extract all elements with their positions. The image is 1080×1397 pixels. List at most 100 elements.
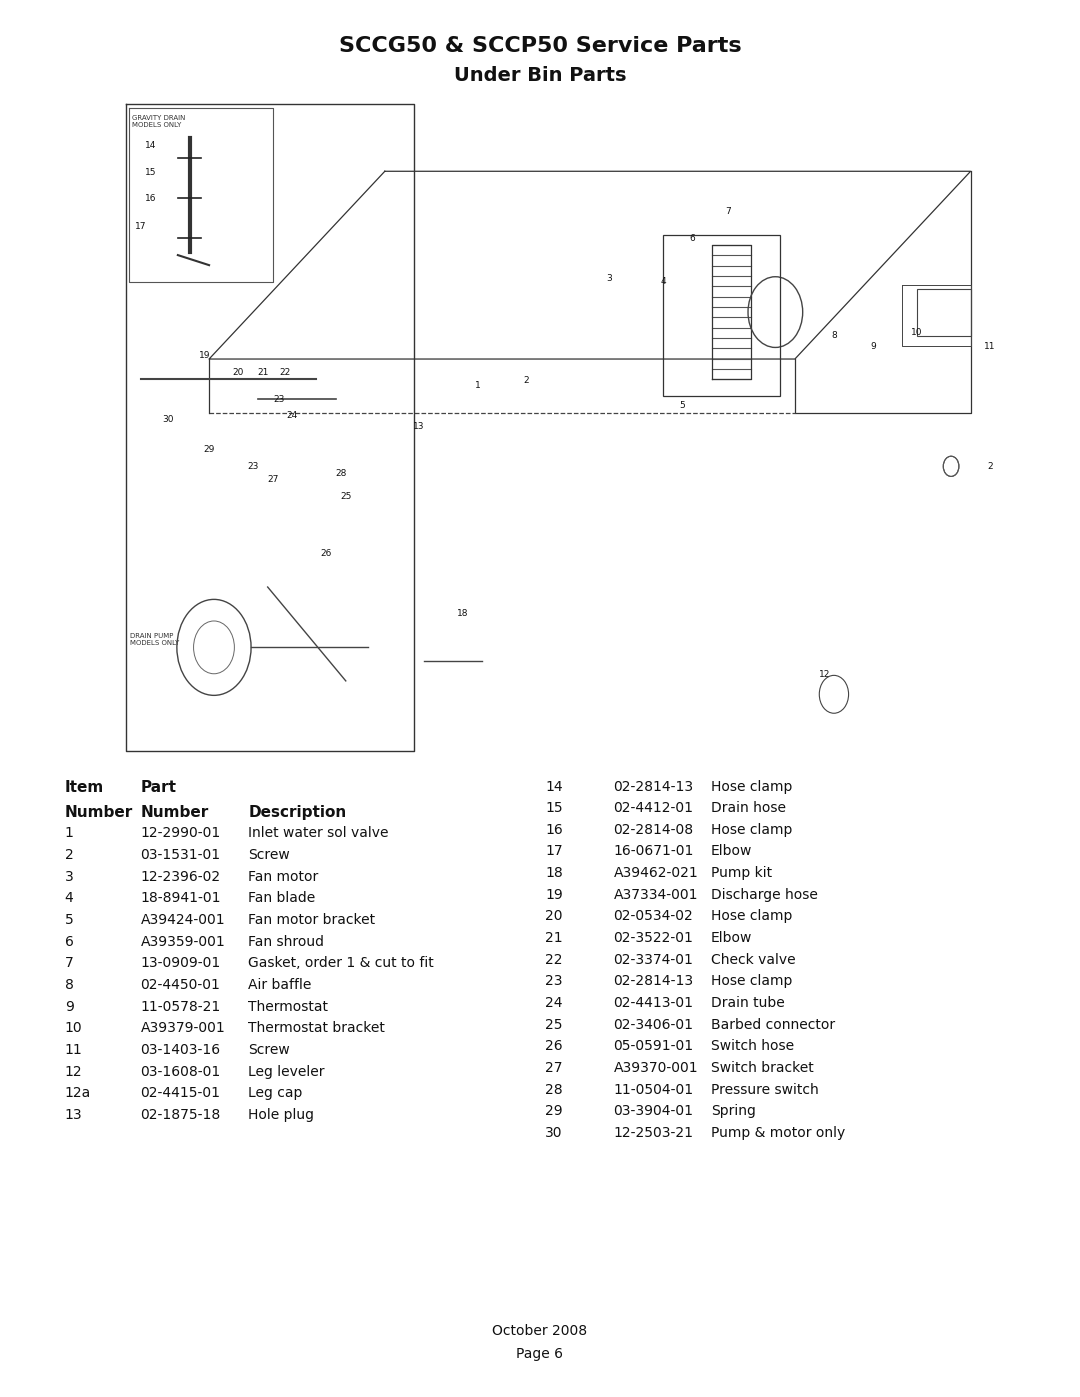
Text: 02-4450-01: 02-4450-01 [140, 978, 220, 992]
Text: Item: Item [65, 780, 104, 795]
Text: Number: Number [65, 805, 133, 820]
Text: 22: 22 [545, 953, 563, 967]
Text: 17: 17 [135, 222, 147, 231]
Text: 12-2990-01: 12-2990-01 [140, 827, 220, 841]
Text: Pressure switch: Pressure switch [711, 1083, 819, 1097]
Text: 23: 23 [247, 462, 259, 471]
Text: 03-3904-01: 03-3904-01 [613, 1104, 693, 1119]
Text: Fan blade: Fan blade [248, 891, 315, 905]
Text: 11-0578-21: 11-0578-21 [140, 1000, 220, 1014]
Text: 11: 11 [984, 342, 996, 352]
Text: 3: 3 [65, 869, 73, 884]
Text: 03-1403-16: 03-1403-16 [140, 1042, 220, 1058]
Text: Hose clamp: Hose clamp [711, 909, 792, 923]
Text: 4: 4 [660, 278, 666, 286]
Text: Elbow: Elbow [711, 930, 752, 946]
Text: Leg leveler: Leg leveler [248, 1065, 325, 1078]
Text: 12a: 12a [65, 1087, 91, 1101]
Text: 2: 2 [65, 848, 73, 862]
Text: Fan motor bracket: Fan motor bracket [248, 914, 376, 928]
Text: SCCG50 & SCCP50 Service Parts: SCCG50 & SCCP50 Service Parts [339, 36, 741, 56]
Text: 7: 7 [65, 956, 73, 971]
Text: 7: 7 [726, 207, 731, 217]
Text: 29: 29 [203, 446, 215, 454]
Text: 19: 19 [545, 888, 563, 902]
Text: Discharge hose: Discharge hose [711, 888, 818, 902]
Text: 02-2814-13: 02-2814-13 [613, 780, 693, 793]
Text: 11: 11 [65, 1042, 82, 1058]
Text: 24: 24 [545, 996, 563, 1010]
Text: Drain tube: Drain tube [711, 996, 784, 1010]
Text: 02-1875-18: 02-1875-18 [140, 1108, 220, 1122]
Text: 9: 9 [870, 342, 876, 352]
Text: 3: 3 [607, 274, 612, 284]
Text: 10: 10 [912, 328, 922, 337]
Text: 12: 12 [819, 669, 829, 679]
Text: 14: 14 [545, 780, 563, 793]
Text: Drain hose: Drain hose [711, 802, 785, 816]
Text: 13-0909-01: 13-0909-01 [140, 956, 220, 971]
Text: Hole plug: Hole plug [248, 1108, 314, 1122]
Text: Gasket, order 1 & cut to fit: Gasket, order 1 & cut to fit [248, 956, 434, 971]
Text: 6: 6 [65, 935, 73, 949]
Text: 17: 17 [545, 844, 563, 859]
Text: 22: 22 [280, 367, 291, 377]
Text: 18: 18 [457, 609, 469, 619]
Text: 02-4415-01: 02-4415-01 [140, 1087, 220, 1101]
Text: October 2008: October 2008 [492, 1324, 588, 1338]
Text: Description: Description [248, 805, 347, 820]
Text: 14: 14 [145, 141, 157, 151]
Text: 28: 28 [335, 468, 347, 478]
Text: 02-4413-01: 02-4413-01 [613, 996, 693, 1010]
Text: 05-0591-01: 05-0591-01 [613, 1039, 693, 1053]
Text: 30: 30 [162, 415, 174, 423]
Text: 12-2396-02: 12-2396-02 [140, 869, 220, 884]
Text: Check valve: Check valve [711, 953, 795, 967]
Text: 18: 18 [545, 866, 563, 880]
Text: 25: 25 [545, 1017, 563, 1032]
Text: 2: 2 [987, 462, 993, 471]
Text: DRAIN PUMP
MODELS ONLY: DRAIN PUMP MODELS ONLY [131, 633, 179, 645]
Text: Page 6: Page 6 [516, 1347, 564, 1361]
Text: GRAVITY DRAIN
MODELS ONLY: GRAVITY DRAIN MODELS ONLY [132, 115, 186, 127]
Text: Fan motor: Fan motor [248, 869, 319, 884]
Bar [63, 91, 1039, 761]
Text: 10: 10 [65, 1021, 82, 1035]
Text: 16: 16 [145, 194, 157, 203]
Text: 11-0504-01: 11-0504-01 [613, 1083, 693, 1097]
Bar [663, 235, 780, 395]
Text: 23: 23 [273, 395, 285, 404]
Text: 26: 26 [321, 549, 332, 557]
Text: Hose clamp: Hose clamp [711, 780, 792, 793]
Text: A37334-001: A37334-001 [613, 888, 698, 902]
Text: A39359-001: A39359-001 [140, 935, 225, 949]
Text: 18-8941-01: 18-8941-01 [140, 891, 221, 905]
Text: 20: 20 [232, 367, 244, 377]
Text: 12-2503-21: 12-2503-21 [613, 1126, 693, 1140]
Text: 15: 15 [545, 802, 563, 816]
Text: 21: 21 [545, 930, 563, 946]
Text: 8: 8 [831, 331, 837, 339]
Text: 21: 21 [257, 367, 269, 377]
Text: Barbed connector: Barbed connector [711, 1017, 835, 1032]
Text: 29: 29 [545, 1104, 563, 1119]
Text: 27: 27 [267, 475, 279, 485]
Text: 02-3374-01: 02-3374-01 [613, 953, 693, 967]
Text: 02-0534-02: 02-0534-02 [613, 909, 693, 923]
Text: Screw: Screw [248, 848, 291, 862]
Text: A39462-021: A39462-021 [613, 866, 698, 880]
Text: 02-2814-08: 02-2814-08 [613, 823, 693, 837]
Text: 24: 24 [286, 411, 298, 420]
Text: Screw: Screw [248, 1042, 291, 1058]
Text: A39370-001: A39370-001 [613, 1062, 698, 1076]
Text: Pump kit: Pump kit [711, 866, 772, 880]
Text: Switch bracket: Switch bracket [711, 1062, 813, 1076]
Text: 02-2814-13: 02-2814-13 [613, 975, 693, 989]
Text: 23: 23 [545, 975, 563, 989]
Text: 2: 2 [524, 376, 529, 386]
Text: Air baffle: Air baffle [248, 978, 312, 992]
Text: 13: 13 [65, 1108, 82, 1122]
Text: 20: 20 [545, 909, 563, 923]
Text: 16: 16 [545, 823, 563, 837]
Text: Inlet water sol valve: Inlet water sol valve [248, 827, 389, 841]
